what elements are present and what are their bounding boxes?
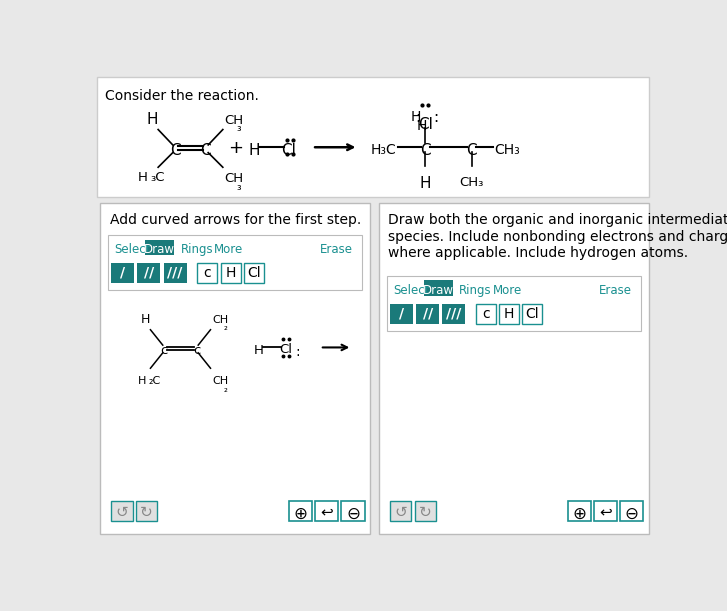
Bar (220, 263, 241, 283)
Text: ⊕: ⊕ (294, 505, 308, 522)
Text: C: C (170, 144, 180, 158)
Text: CH: CH (225, 172, 244, 185)
Text: Draw: Draw (423, 284, 454, 296)
Text: H₃C: H₃C (370, 144, 396, 158)
Text: H: H (137, 170, 148, 184)
Text: CH: CH (225, 114, 244, 127)
Text: Select: Select (114, 243, 150, 256)
Text: Erase: Erase (320, 243, 353, 256)
Text: H: H (253, 343, 263, 357)
Text: Cl: Cl (418, 117, 433, 132)
Bar (198, 263, 217, 283)
Text: ₂: ₂ (224, 384, 228, 393)
Text: ₃: ₃ (237, 123, 241, 133)
Text: ↩: ↩ (321, 505, 333, 519)
Bar (499, 304, 519, 324)
Text: /: / (120, 266, 125, 280)
Bar (390, 304, 413, 324)
Text: Add curved arrows for the first step.: Add curved arrows for the first step. (110, 213, 361, 227)
Text: Rings: Rings (459, 284, 492, 296)
Text: ₃: ₃ (237, 182, 241, 192)
Text: Select: Select (393, 284, 430, 296)
Text: ₂C: ₂C (149, 376, 161, 386)
Bar (100, 203, 370, 534)
Bar (342, 502, 364, 521)
Text: ↩: ↩ (599, 505, 612, 519)
Text: ↺: ↺ (116, 505, 129, 519)
Text: Cl: Cl (526, 307, 539, 321)
Text: C: C (201, 144, 212, 158)
Text: c: c (204, 266, 212, 280)
Text: H: H (249, 144, 260, 158)
Text: +: + (228, 139, 243, 157)
Text: More: More (214, 243, 244, 256)
Text: CH₃: CH₃ (459, 176, 483, 189)
Text: ///: /// (167, 266, 182, 280)
Text: ₃C: ₃C (150, 170, 165, 184)
Text: /: / (399, 307, 404, 321)
Text: Rings: Rings (180, 243, 213, 256)
Text: Cl: Cl (281, 142, 297, 158)
Text: ⊕: ⊕ (572, 505, 586, 522)
Text: H: H (504, 307, 515, 321)
Text: :: : (415, 111, 420, 125)
Text: //: // (422, 307, 433, 321)
Text: C: C (420, 144, 430, 158)
Bar (390, 502, 411, 521)
Text: C: C (466, 144, 477, 158)
Text: :: : (433, 111, 438, 125)
Text: Cl: Cl (246, 266, 260, 280)
Text: ↻: ↻ (140, 505, 153, 519)
Text: //: // (144, 266, 154, 280)
Bar (379, 203, 648, 534)
Text: c: c (193, 343, 201, 357)
Bar (289, 502, 312, 521)
Bar (244, 263, 264, 283)
Text: H: H (141, 313, 150, 326)
Text: c: c (161, 343, 168, 357)
Bar (387, 276, 641, 331)
Text: More: More (493, 284, 522, 296)
Text: H: H (417, 119, 427, 133)
Bar (523, 304, 542, 324)
Bar (164, 263, 187, 283)
Bar (316, 502, 338, 521)
Text: H: H (137, 376, 146, 386)
Bar (424, 280, 453, 296)
Text: CH₃: CH₃ (494, 144, 521, 158)
Text: ↺: ↺ (394, 505, 407, 519)
Text: H: H (146, 112, 158, 127)
Bar (97, 77, 648, 197)
Text: :: : (295, 345, 300, 359)
Bar (111, 263, 134, 283)
Bar (568, 502, 591, 521)
Bar (145, 240, 174, 255)
Bar (137, 263, 161, 283)
Bar (416, 304, 439, 324)
Text: Consider the reaction.: Consider the reaction. (105, 89, 259, 103)
Bar (594, 502, 617, 521)
Text: H: H (225, 266, 236, 280)
Bar (136, 502, 157, 521)
Text: c: c (482, 307, 490, 321)
Bar (442, 304, 465, 324)
Text: Draw both the organic and inorganic intermediate
species. Include nonbonding ele: Draw both the organic and inorganic inte… (388, 213, 727, 260)
Text: Draw: Draw (144, 243, 175, 256)
Text: ↻: ↻ (419, 505, 432, 519)
Text: ₂: ₂ (224, 322, 228, 332)
Text: ///: /// (446, 307, 462, 321)
Text: H: H (419, 176, 431, 191)
Text: CH: CH (212, 315, 228, 324)
Text: ⊖: ⊖ (624, 505, 638, 522)
Bar (620, 502, 643, 521)
Bar (476, 304, 496, 324)
Text: ⊖: ⊖ (346, 505, 360, 522)
Text: CH: CH (212, 376, 228, 386)
Bar (108, 235, 362, 290)
Text: Cl: Cl (279, 343, 292, 356)
Bar (111, 502, 133, 521)
Bar (414, 502, 436, 521)
Text: Erase: Erase (599, 284, 632, 296)
Text: H: H (411, 110, 422, 124)
